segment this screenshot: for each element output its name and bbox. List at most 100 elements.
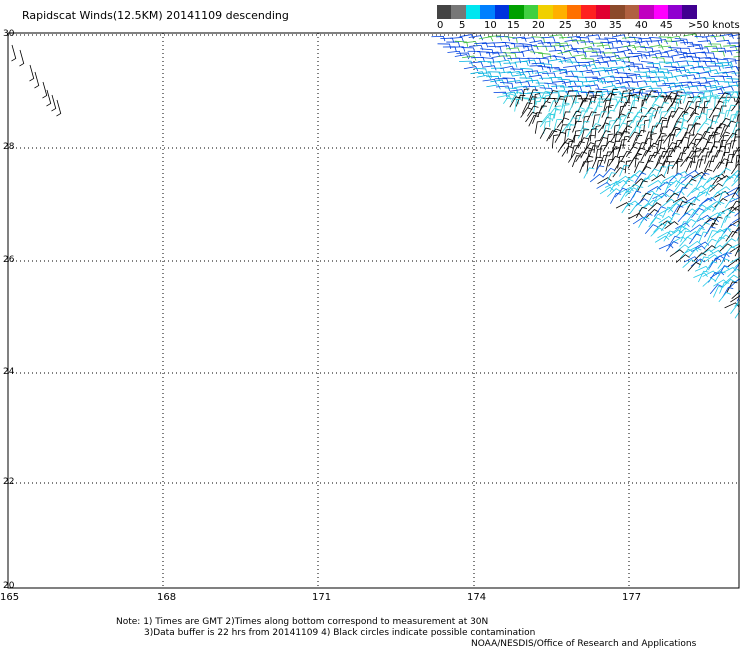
wind-barb [512, 73, 527, 80]
wind-barb [662, 206, 673, 219]
wind-barb [618, 105, 626, 119]
wind-barb [659, 72, 674, 78]
wind-barb [671, 129, 681, 142]
wind-barb [619, 164, 630, 177]
wind-barb [655, 181, 668, 192]
wind-barb [717, 258, 730, 269]
wind-barb [478, 61, 492, 67]
wind-barb [702, 141, 713, 154]
wind-barb [565, 75, 579, 82]
wind-barb [520, 67, 534, 75]
wind-barb [702, 270, 717, 277]
wind-barb [615, 96, 627, 107]
wind-barb [565, 90, 574, 103]
wind-barb [671, 205, 684, 217]
note-line-2: 3)Data buffer is 22 hrs from 20141109 4)… [144, 628, 536, 638]
wind-barb [718, 117, 731, 129]
wind-barb [673, 171, 689, 177]
wind-barb [633, 96, 647, 104]
wind-barb [648, 87, 663, 94]
wind-barb [595, 88, 609, 95]
wind-barb [629, 87, 644, 94]
wind-barb [474, 42, 489, 48]
wind-barb [662, 175, 677, 182]
wind-barb [580, 147, 592, 159]
wind-barb [713, 133, 721, 147]
wind-barb [721, 252, 732, 264]
wind-barb [729, 45, 740, 48]
wind-barb [709, 183, 723, 193]
wind-barb [688, 247, 702, 258]
wind-barb [702, 217, 716, 227]
wind-barb [689, 105, 702, 117]
wind-barb [705, 57, 719, 64]
wind-barb [632, 111, 643, 124]
wind-barb [734, 299, 740, 307]
wind-barb [727, 91, 739, 103]
wind-barb [482, 78, 497, 85]
wind-barb [731, 163, 740, 175]
wind-barb [671, 88, 687, 94]
wind-barb [647, 192, 659, 204]
wind-barb [516, 57, 531, 64]
wind-barb [710, 75, 725, 81]
wind-barb [667, 68, 682, 74]
plot-frame [7, 32, 740, 589]
wind-barb [714, 71, 729, 77]
wind-barb [591, 105, 603, 117]
wind-barb [593, 90, 602, 104]
wind-barb [687, 81, 702, 87]
wind-barb [34, 71, 40, 89]
wind-barb [608, 94, 617, 107]
wind-barb [565, 89, 580, 96]
wind-barb [594, 125, 602, 139]
wind-barb [608, 146, 621, 157]
wind-barb [514, 60, 529, 67]
wind-barb [686, 72, 701, 78]
wind-barb [676, 111, 689, 122]
wind-barb [521, 102, 533, 114]
wind-barb [678, 201, 694, 208]
wind-barb [515, 45, 530, 51]
wind-barb [597, 177, 612, 185]
wind-barb [645, 209, 659, 219]
wind-barb [661, 198, 676, 208]
longitude-label: 171 [312, 592, 332, 603]
wind-barb [709, 284, 723, 295]
latitude-label: 22 [3, 477, 15, 487]
wind-barb [721, 99, 729, 113]
wind-barb [655, 155, 666, 168]
wind-barb [494, 78, 509, 84]
wind-barb [459, 34, 474, 40]
wind-barb [556, 89, 565, 103]
wind-barb [549, 113, 556, 127]
wind-barb [561, 122, 574, 134]
wind-barb [714, 112, 725, 125]
wind-barb [682, 91, 692, 104]
wind-barb [698, 249, 714, 257]
wind-barb [447, 50, 462, 57]
wind-barb [715, 186, 731, 194]
wind-barb [656, 220, 672, 228]
wind-barb [613, 124, 620, 138]
wind-barb [684, 170, 699, 178]
wind-barb [650, 110, 659, 123]
wind-barb [666, 101, 679, 112]
wind-barb [672, 107, 684, 119]
wind-barb [579, 161, 589, 174]
wind-barb [690, 133, 703, 144]
wind-barb [668, 212, 680, 224]
wind-barb [718, 50, 733, 56]
wind-barb [530, 51, 544, 58]
wind-barb [730, 127, 740, 139]
wind-barb [680, 65, 695, 71]
wind-barb [695, 191, 710, 199]
wind-barb [616, 40, 631, 47]
wind-barb [535, 57, 550, 64]
wind-barb [454, 40, 469, 47]
wind-barb [712, 201, 725, 212]
wind-barb [648, 115, 656, 129]
wind-barb [714, 198, 728, 208]
wind-barb [667, 111, 677, 124]
wind-barb [601, 75, 616, 81]
